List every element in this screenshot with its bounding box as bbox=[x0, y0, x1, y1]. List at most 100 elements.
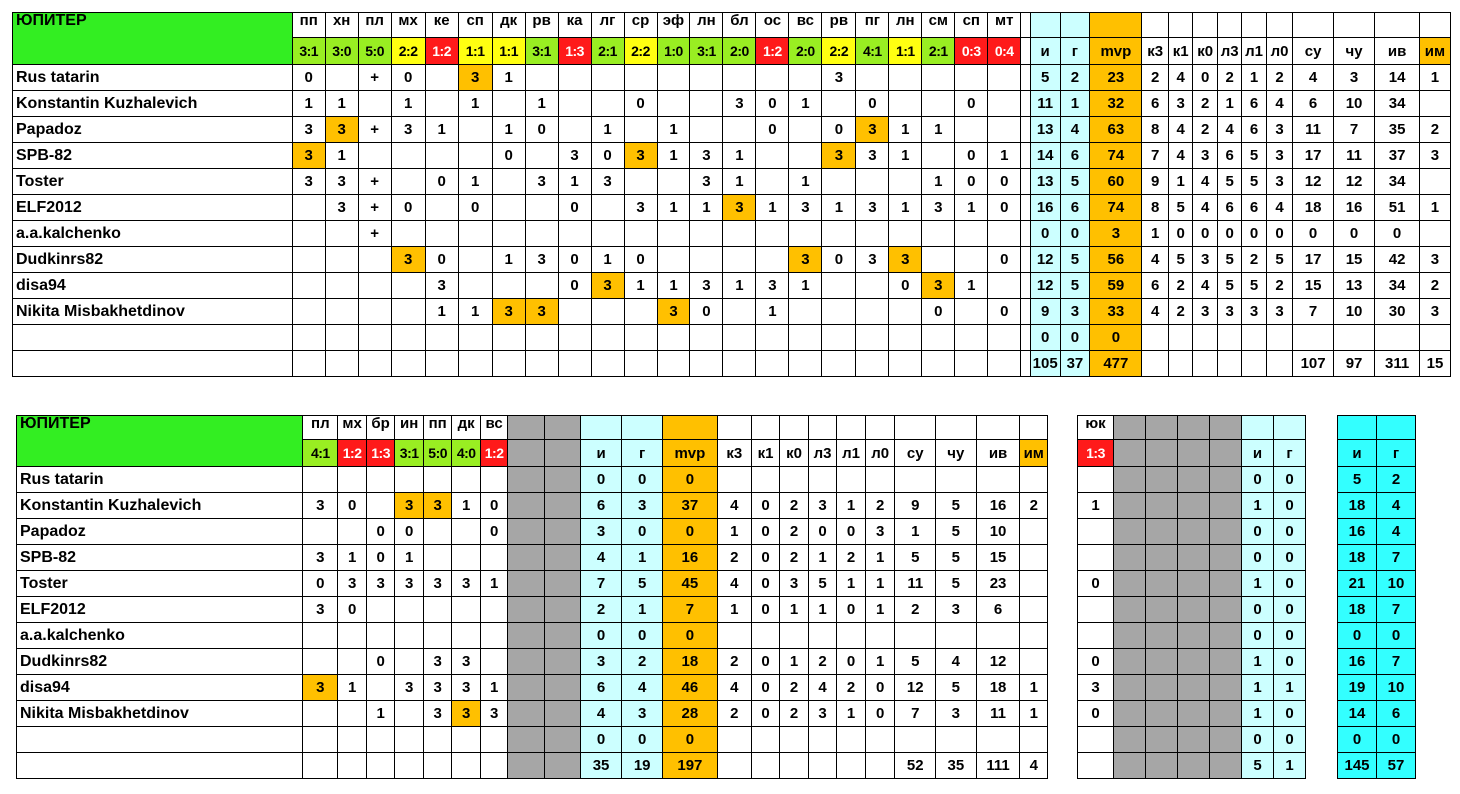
stat-value: 6 bbox=[1216, 194, 1243, 221]
extra-value: 16 bbox=[975, 492, 1021, 519]
game-value: 1 bbox=[656, 194, 691, 221]
gray-spacer bbox=[543, 544, 581, 571]
game-value: 3 bbox=[722, 194, 757, 221]
sum-value: 12 bbox=[1029, 246, 1061, 273]
game-value: 3 bbox=[788, 246, 823, 273]
game-value: 3 bbox=[394, 674, 424, 701]
game-value: 3 bbox=[557, 142, 592, 169]
game-value bbox=[788, 220, 823, 247]
sum-value: 0 bbox=[1059, 220, 1091, 247]
game-value: 3 bbox=[821, 64, 857, 91]
gray-spacer bbox=[543, 518, 581, 545]
sum-value: 0 bbox=[1273, 492, 1306, 519]
game-value bbox=[451, 596, 481, 623]
stat-value: 0 bbox=[1167, 220, 1194, 247]
stat-value: 2 bbox=[807, 648, 838, 675]
game-value bbox=[479, 544, 509, 571]
extra-value: 1 bbox=[1418, 194, 1452, 221]
game-value bbox=[302, 648, 339, 675]
stat-value: 2 bbox=[1192, 116, 1218, 143]
sum-value: 0 bbox=[1273, 596, 1306, 623]
game-value bbox=[324, 272, 359, 299]
stat-header-blank bbox=[1241, 12, 1267, 38]
game-value bbox=[390, 168, 426, 195]
game-value: 1 bbox=[324, 142, 359, 169]
gray-spacer bbox=[1177, 570, 1210, 597]
game-value: 0 bbox=[821, 246, 857, 273]
game-value: 1 bbox=[656, 116, 691, 143]
game-value bbox=[821, 272, 857, 299]
total-value: 7 bbox=[1376, 648, 1416, 675]
game-value bbox=[623, 298, 658, 325]
game-value: 1 bbox=[479, 570, 509, 597]
game-value bbox=[656, 324, 691, 351]
sum-value: 1 bbox=[1241, 674, 1274, 701]
game-value bbox=[821, 90, 857, 117]
game-value: 0 bbox=[291, 64, 326, 91]
sum-value: 5 bbox=[621, 570, 663, 597]
game-value: 1 bbox=[722, 272, 757, 299]
game-value bbox=[424, 90, 459, 117]
game-header: пп bbox=[422, 415, 453, 440]
extra-value: 4 bbox=[1292, 64, 1334, 91]
game-value bbox=[722, 64, 757, 91]
match-score: 1:2 bbox=[479, 439, 509, 467]
extra-value: 2 bbox=[1418, 272, 1452, 299]
extra-value: 5 bbox=[894, 648, 937, 675]
extra-value: 11 bbox=[1292, 116, 1334, 143]
game-value bbox=[337, 518, 367, 545]
game-value bbox=[689, 246, 724, 273]
game-value: 3 bbox=[755, 272, 790, 299]
game-value: 1 bbox=[987, 142, 1022, 169]
sum-value: 0 bbox=[1241, 544, 1274, 571]
stat-value bbox=[836, 726, 866, 753]
game-value bbox=[755, 324, 790, 351]
extra-value: 0 bbox=[1332, 220, 1376, 247]
stat-value: 0 bbox=[1192, 220, 1218, 247]
game-value: 1 bbox=[451, 492, 481, 519]
sum-value: 2 bbox=[1059, 64, 1091, 91]
stat-value bbox=[779, 622, 809, 649]
game-value: 0 bbox=[557, 194, 592, 221]
sum-header-blank bbox=[1241, 415, 1274, 440]
game-value: 3 bbox=[524, 168, 559, 195]
game-value bbox=[302, 752, 339, 779]
game-value: 3 bbox=[337, 570, 367, 597]
game-value: 1 bbox=[921, 168, 956, 195]
game-value bbox=[365, 492, 396, 519]
stat-value: 1 bbox=[836, 700, 866, 727]
gray-spacer bbox=[1145, 622, 1178, 649]
game-value bbox=[1077, 726, 1114, 753]
game-value bbox=[324, 246, 359, 273]
game-value bbox=[457, 272, 493, 299]
game-value: 3 bbox=[491, 298, 526, 325]
gray-spacer bbox=[1177, 492, 1210, 519]
stat-value: 5 bbox=[1241, 168, 1267, 195]
game-value bbox=[491, 324, 526, 351]
stat-value: 2 bbox=[716, 648, 752, 675]
game-value bbox=[302, 466, 339, 493]
total-value: 4 bbox=[1376, 492, 1416, 519]
gray-spacer bbox=[507, 700, 545, 727]
sum-value: 0 bbox=[661, 622, 718, 649]
sum-value: 5 bbox=[1059, 272, 1091, 299]
total-header-blank bbox=[1376, 415, 1416, 440]
game-value bbox=[557, 64, 592, 91]
gray-spacer bbox=[507, 648, 545, 675]
game-value: 1 bbox=[337, 674, 367, 701]
game-header: мх bbox=[337, 415, 367, 440]
game-value: 1 bbox=[524, 90, 559, 117]
sum-header-blank bbox=[579, 415, 623, 440]
extra-header-blank bbox=[1292, 12, 1334, 38]
gray-spacer bbox=[1209, 596, 1242, 623]
stat-value: 0 bbox=[750, 596, 781, 623]
sum-value: 14 bbox=[1029, 142, 1061, 169]
game-header: ср bbox=[623, 12, 658, 38]
game-value: 0 bbox=[337, 596, 367, 623]
stat-value bbox=[807, 752, 838, 779]
player-name: Dudkinrs82 bbox=[15, 648, 304, 675]
extra-header-blank bbox=[1019, 415, 1048, 440]
